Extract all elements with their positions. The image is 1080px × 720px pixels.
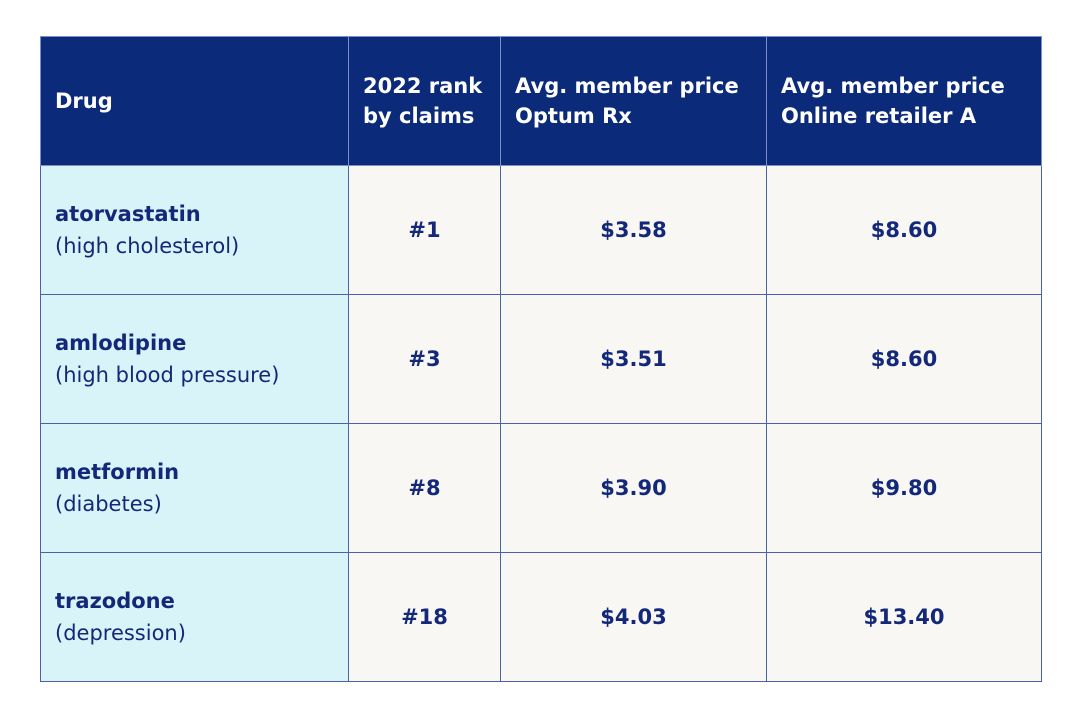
drug-cell: atorvastatin (high cholesterol): [40, 165, 349, 295]
price-cell: $3.90: [500, 423, 767, 553]
drug-condition: (high cholesterol): [55, 234, 240, 258]
drug-condition: (depression): [55, 621, 186, 645]
drug-condition: (diabetes): [55, 492, 162, 516]
drug-name: trazodone: [55, 589, 175, 613]
price-cell: $8.60: [766, 294, 1042, 424]
rank-cell: #18: [348, 552, 501, 682]
drug-name: atorvastatin: [55, 202, 201, 226]
price-cell: $4.03: [500, 552, 767, 682]
drug-condition: (high blood pressure): [55, 363, 280, 387]
header-row: Drug 2022 rank by claims Avg. member price…: [40, 36, 1042, 166]
rank-cell: #8: [348, 423, 501, 553]
table-row: metformin (diabetes) #8 $3.90 $9.80: [40, 423, 1042, 553]
table-row: trazodone (depression) #18 $4.03 $13.40: [40, 552, 1042, 682]
header-cell: 2022 rank by claims: [348, 36, 501, 166]
table-body: atorvastatin (high cholesterol) #1 $3.58 $8.…: [40, 165, 1042, 682]
rank-cell: #1: [348, 165, 501, 295]
drug-cell: amlodipine (high blood pressure): [40, 294, 349, 424]
price-cell: $3.58: [500, 165, 767, 295]
price-cell: $8.60: [766, 165, 1042, 295]
drug-name: amlodipine: [55, 331, 187, 355]
header-cell: Avg. member price Optum Rx: [500, 36, 767, 166]
drug-name: metformin: [55, 460, 180, 484]
header-cell: Drug: [40, 36, 349, 166]
drug-cell: trazodone (depression): [40, 552, 349, 682]
table-row: atorvastatin (high cholesterol) #1 $3.58 $8.…: [40, 165, 1042, 295]
price-cell: $9.80: [766, 423, 1042, 553]
rank-cell: #3: [348, 294, 501, 424]
header-cell: Avg. member price Online retailer A: [766, 36, 1042, 166]
table-row: amlodipine (high blood pressure) #3 $3.51 $8…: [40, 294, 1042, 424]
price-cell: $3.51: [500, 294, 767, 424]
price-cell: $13.40: [766, 552, 1042, 682]
price-table: Drug 2022 rank by claims Avg. member price…: [40, 36, 1042, 682]
drug-cell: metformin (diabetes): [40, 423, 349, 553]
